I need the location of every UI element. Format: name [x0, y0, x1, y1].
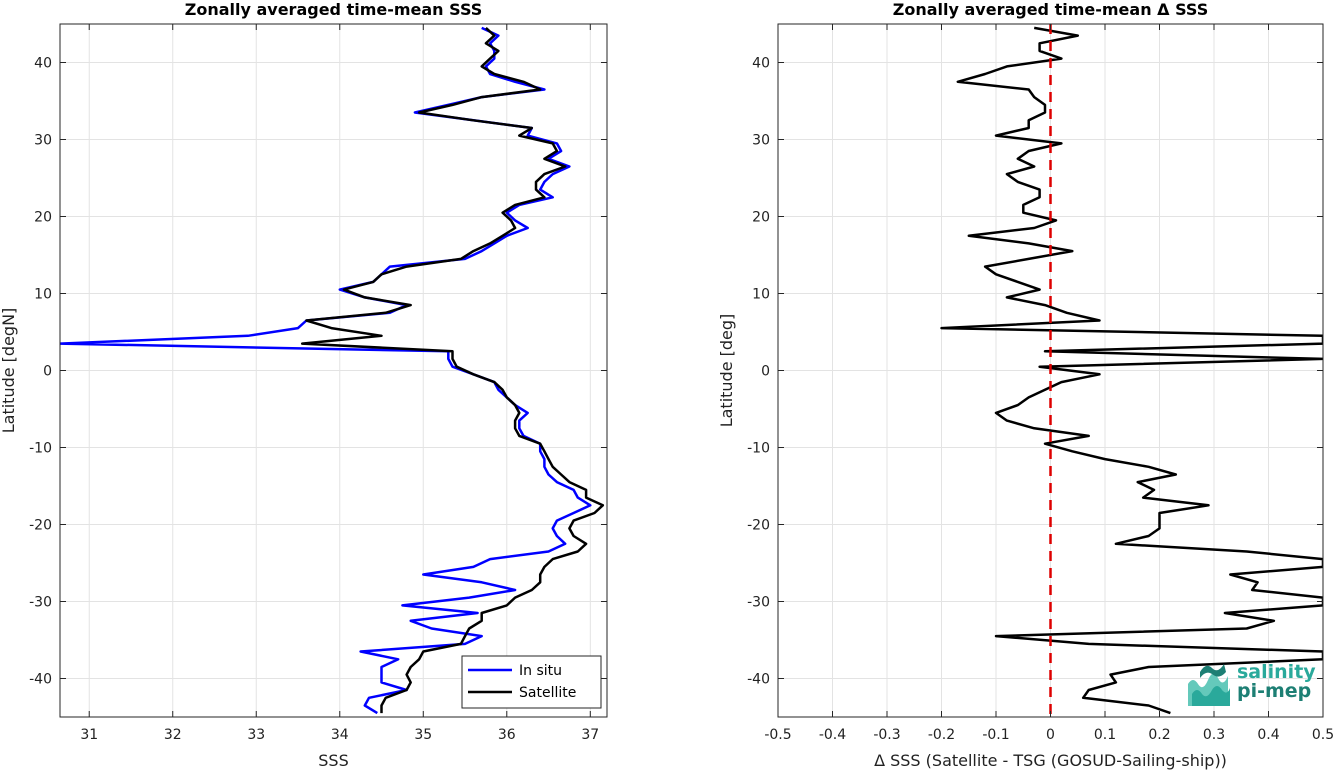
right-series-lines	[940, 26, 1323, 715]
left-x-tick-label: 32	[164, 727, 182, 743]
left-y-axis-label: Latitude [degN]	[0, 308, 18, 434]
logo-text-salinity: salinity	[1237, 661, 1316, 683]
logo-wave-2-icon	[1192, 686, 1230, 706]
right-series-line-0	[940, 26, 1323, 715]
right-x-tick-label: -0.1	[982, 727, 1009, 743]
left-y-tick-label: -20	[29, 518, 52, 534]
left-y-tick-label: 0	[43, 364, 52, 380]
left-y-tick-label: 20	[34, 210, 52, 226]
right-chart-title: Zonally averaged time-mean Δ SSS	[893, 0, 1209, 19]
right-y-tick-label: 10	[752, 287, 770, 303]
right-y-tick-label: 30	[752, 133, 770, 149]
right-ticks: -0.5 -0.4 -0.3 -0.2 -0.1 0 0.1 0.2 0.3 0.4 0.5 -40 -…	[747, 24, 1334, 743]
right-x-tick-label: 0.3	[1203, 727, 1225, 743]
right-x-tick-label: -0.2	[928, 727, 955, 743]
logo-text-pi-mep: pi-mep	[1237, 680, 1311, 702]
left-x-tick-label: 36	[498, 727, 516, 743]
left-x-axis-label: SSS	[318, 751, 348, 770]
legend-box	[461, 655, 602, 709]
legend-label-in-situ: In situ	[519, 663, 562, 679]
legend: In situ Satellite	[461, 655, 602, 709]
right-y-tick-label: 0	[761, 364, 770, 380]
left-x-tick-label: 33	[247, 727, 265, 743]
right-x-tick-label: -0.3	[873, 727, 900, 743]
legend-label-satellite: Satellite	[519, 685, 576, 701]
right-x-tick-label: 0.2	[1148, 727, 1170, 743]
left-grid	[60, 24, 607, 717]
left-x-tick-label: 35	[414, 727, 432, 743]
right-y-tick-label: 20	[752, 210, 770, 226]
right-y-tick-label: -20	[747, 518, 770, 534]
right-x-axis-label: Δ SSS (Satellite - TSG (GOSUD-Sailing-sh…	[874, 751, 1227, 770]
right-x-tick-label: 0.1	[1094, 727, 1116, 743]
logo-wave-icon	[1188, 664, 1230, 706]
right-y-tick-label: -10	[747, 441, 770, 457]
left-x-tick-label: 34	[331, 727, 349, 743]
left-y-tick-label: 40	[34, 56, 52, 72]
right-x-tick-label: -0.4	[819, 727, 846, 743]
left-panel: 31 32 33 34 35 36 37 -40 -30 -20 -10 0 10 20 30 40 Zona…	[0, 0, 608, 770]
right-x-tick-label: 0.5	[1312, 727, 1334, 743]
left-y-tick-label: 30	[34, 133, 52, 149]
right-x-tick-label: 0	[1046, 727, 1055, 743]
right-y-axis-label: Latitude [deg]	[717, 314, 736, 428]
left-x-tick-label: 31	[80, 727, 98, 743]
right-y-tick-label: -30	[747, 595, 770, 611]
left-x-tick-label: 37	[581, 727, 599, 743]
left-ticks: 31 32 33 34 35 36 37 -40 -30 -20 -10 0 10 20 30 40	[29, 24, 607, 743]
left-chart-title: Zonally averaged time-mean SSS	[185, 0, 483, 19]
right-x-tick-label: 0.4	[1257, 727, 1279, 743]
right-x-tick-label: -0.5	[764, 727, 791, 743]
salinity-pi-mep-logo: salinity pi-mep	[1188, 661, 1316, 706]
right-panel: -0.5 -0.4 -0.3 -0.2 -0.1 0 0.1 0.2 0.3 0.4 0.5 -40 -…	[717, 0, 1334, 770]
left-y-tick-label: -40	[29, 672, 52, 688]
logo-wave-3-icon	[1200, 664, 1226, 678]
left-series-lines	[60, 26, 605, 715]
right-y-tick-label: -40	[747, 672, 770, 688]
left-series-line-satellite	[300, 26, 605, 714]
left-y-tick-label: -30	[29, 595, 52, 611]
left-y-tick-label: 10	[34, 287, 52, 303]
left-y-tick-label: -10	[29, 441, 52, 457]
right-y-tick-label: 40	[752, 56, 770, 72]
